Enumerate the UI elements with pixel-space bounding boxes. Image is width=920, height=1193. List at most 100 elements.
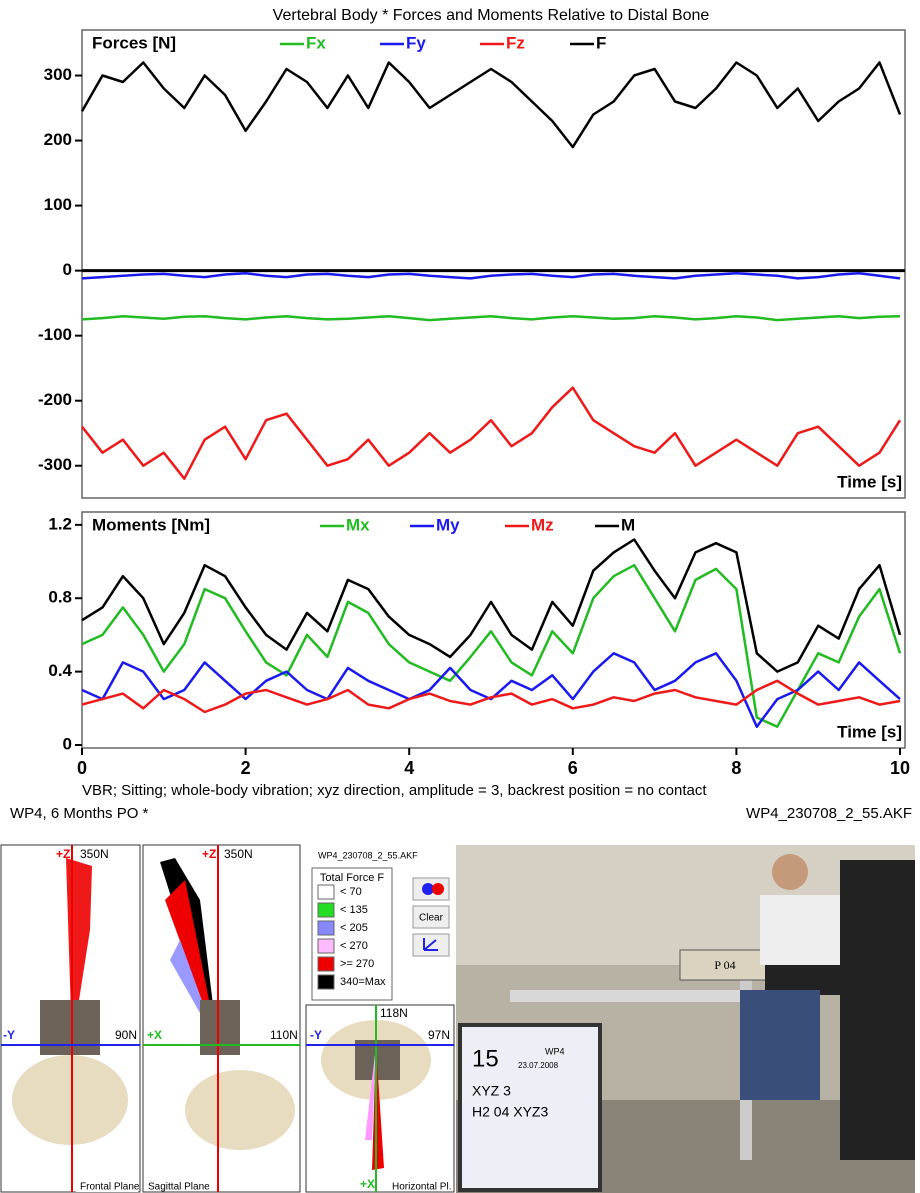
series-line [81,386,902,480]
y-tick-label: -200 [38,390,72,409]
x-tick-label: 8 [731,758,741,778]
force-fan [365,1045,376,1140]
screen [458,1023,602,1192]
frontal-panel: +Z 350N -Y 90N Frontal Plane [0,844,141,1193]
legend-label: Mz [531,515,554,534]
legend-title: Moments [Nm] [92,515,210,534]
force-label: 90N [115,1028,137,1042]
legend-label: 340=Max [340,976,386,988]
y-tick-label: 0 [63,260,72,279]
y-tick-label: -300 [38,455,72,474]
legend-swatch [317,956,335,972]
chart-title: Vertebral Body * Forces and Moments Rela… [273,7,710,24]
implant [200,1000,240,1055]
head [772,854,808,890]
x-tick-label: 4 [404,758,414,778]
force-label: 118N [380,1006,408,1020]
legend-label: Fz [506,33,525,52]
legend-swatch [317,974,335,990]
caption: VBR; Sitting; whole-body vibration; xyz … [82,782,707,799]
force-legend: WP4_230708_2_55.AKF Total Force F Clear … [311,850,450,1001]
screen-id: WP4 [545,1046,565,1056]
axis-label: +X [360,1177,375,1191]
series-line [81,314,901,322]
legend-label: My [436,515,460,534]
y-tick-label: -100 [38,325,72,344]
x-tick-label: 0 [77,758,87,778]
caption: WP4, 6 Months PO * [10,805,149,822]
legend-label: < 205 [340,922,368,934]
axis-label: +Z [56,847,70,861]
legend-swatch [317,938,335,954]
x-axis-label: Time [s] [837,472,902,491]
legend-title: Forces [N] [92,33,176,52]
xlabel-bg [790,471,902,493]
button-label: Clear [419,913,444,924]
clear-button[interactable] [412,905,450,929]
screen-date: 23.07.2008 [518,1061,559,1070]
axis-label: -Y [3,1028,15,1042]
file-label: WP4_230708_2_55.AKF [318,850,418,860]
vertebra [12,1055,128,1145]
legend-label: M [621,515,635,534]
x-tick-label: 2 [241,758,251,778]
panel-label: Horizontal Pl. [392,1182,451,1193]
force-label: 97N [428,1028,450,1042]
horizontal-panel: 118N -Y 97N +X Horizontal Pl. [305,1004,455,1193]
plot-frame [81,29,906,499]
plot-frame [81,511,906,749]
x-tick-label: 6 [568,758,578,778]
button-icon [432,883,444,895]
series-line [81,652,901,728]
button-icon [423,938,438,951]
screen-line: XYZ 3 [472,1083,511,1099]
vertebra [185,1070,295,1150]
y-tick-label: 100 [44,195,72,214]
sign-label: P 04 [714,958,735,972]
legend-label: Fy [406,33,426,52]
photo: P 04 15 WP4 23.07.2008 XYZ 3 H2 04 XYZ3 [456,845,915,1193]
legend-label: < 270 [340,940,368,952]
y-tick-label: 1.2 [48,514,72,533]
label-bg [76,1180,138,1192]
legend-label: >= 270 [340,958,374,970]
legend-swatch [317,902,335,918]
screen-line: H2 04 XYZ3 [472,1104,548,1120]
xlabel-bg [790,721,902,743]
y-tick-label: 300 [44,65,72,84]
axis-label: +X [147,1028,162,1042]
legend-swatch [317,920,335,936]
legend-title: Total Force F [320,872,384,884]
x-tick-label: 10 [890,758,910,778]
series-line [80,61,902,149]
button-icon [422,883,434,895]
y-tick-label: 0 [63,734,72,753]
frame-bar [510,990,770,1002]
caption: WP4_230708_2_55.AKF [746,805,912,822]
axis-label: -Y [310,1028,322,1042]
sagittal-panel: +Z 350N +X 110N Sagittal Plane [142,844,301,1193]
y-tick-label: 0.8 [48,588,72,607]
legend-swatch [317,884,335,900]
legend-label: < 70 [340,886,362,898]
axis-label: +Z [202,847,216,861]
legend-label: Fx [306,33,326,52]
force-label: 110N [270,1028,298,1042]
y-tick-label: 0.4 [48,661,72,680]
seat [840,860,915,1160]
panel-label: Frontal Plane [80,1182,140,1193]
y-tick-label: 200 [44,130,72,149]
legs [740,990,820,1100]
series-line [81,538,902,673]
x-axis-label: Time [s] [837,722,902,741]
legend-label: < 135 [340,904,368,916]
series-line [81,271,901,280]
legend-label: Mx [346,515,370,534]
implant [40,1000,100,1055]
shirt [760,895,840,965]
force-label: 350N [80,847,109,861]
screen-number: 15 [472,1045,499,1072]
series-line [81,563,902,728]
